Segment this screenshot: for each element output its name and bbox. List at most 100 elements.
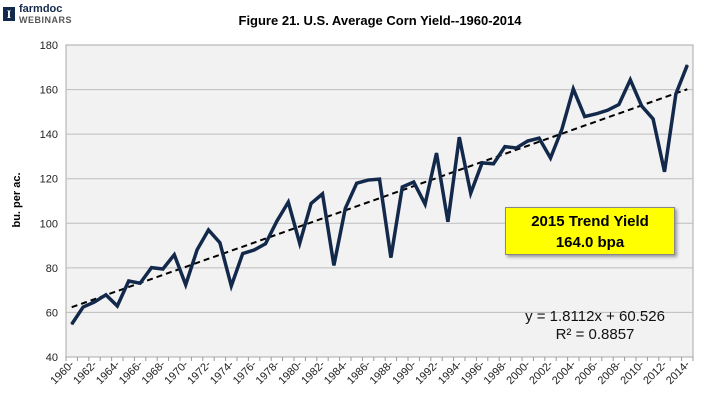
data-point: [344, 207, 346, 209]
plot-area: [65, 44, 694, 358]
data-point: [185, 284, 187, 286]
x-tick-label: 2006-: [573, 358, 602, 387]
x-tick-label: 1996-: [459, 358, 488, 387]
x-tick-label: 1966-: [117, 358, 146, 387]
data-point: [664, 171, 665, 173]
data-point: [561, 128, 563, 130]
x-tick-label: 2012-: [641, 358, 670, 387]
farmdoc-logo: I farmdoc WEBINARS: [3, 3, 72, 25]
data-point: [253, 249, 255, 251]
x-tick-label: 1986-: [345, 358, 374, 387]
data-point: [287, 201, 289, 203]
data-point: [333, 264, 335, 266]
x-tick-label: 1974-: [208, 358, 237, 387]
trendline: [71, 88, 688, 309]
x-tick-label: 2014-: [664, 358, 693, 387]
data-point: [105, 294, 107, 296]
x-tick-label: 1978-: [254, 358, 283, 387]
data-point: [94, 301, 95, 303]
x-tick-label: 1968-: [140, 358, 169, 387]
x-tick-label: 1976-: [231, 358, 260, 387]
data-point: [675, 93, 677, 95]
data-point: [379, 178, 380, 180]
data-point: [584, 116, 586, 118]
trend-equation: y = 1.8112x + 60.526 R² = 0.8857: [505, 308, 685, 344]
data-point: [493, 163, 494, 165]
chart-title: Figure 21. U.S. Average Corn Yield--1960…: [239, 13, 523, 28]
x-tick-label: 1970-: [162, 358, 191, 387]
x-tick-label: 1982-: [299, 358, 328, 387]
data-point: [618, 104, 620, 106]
data-point: [299, 242, 301, 244]
data-point: [242, 253, 244, 255]
data-point: [504, 146, 506, 148]
y-tick-label: 140: [40, 129, 58, 141]
data-point: [538, 137, 540, 139]
data-point: [607, 109, 608, 111]
y-tick-label: 160: [40, 85, 58, 97]
x-tick-label: 1964-: [94, 358, 123, 387]
data-point: [208, 229, 209, 231]
data-point: [162, 268, 164, 270]
x-tick-label: 1972-: [185, 358, 214, 387]
data-point: [481, 162, 483, 164]
data-point: [629, 79, 631, 81]
y-tick-label: 180: [40, 40, 58, 52]
data-point: [424, 203, 426, 205]
y-axis-label: bu. per ac.: [11, 172, 23, 227]
equation-text: y = 1.8112x + 60.526: [525, 308, 665, 325]
logo-text-farmdoc: farmdoc: [19, 3, 63, 15]
data-point: [219, 242, 221, 244]
y-tick-label: 40: [46, 352, 58, 364]
logo-text-webinars: WEBINARS: [19, 15, 72, 25]
x-tick-label: 1994-: [436, 358, 465, 387]
data-point: [572, 88, 574, 90]
data-point: [413, 181, 415, 183]
data-point: [367, 179, 369, 181]
x-tick-label: 1962-: [71, 358, 100, 387]
trend-yield-box: 2015 Trend Yield 164.0 bpa: [505, 207, 675, 255]
data-point: [356, 182, 358, 184]
x-tick-label: 2004-: [550, 358, 579, 387]
data-point: [230, 285, 232, 287]
data-point: [470, 192, 472, 194]
data-point: [641, 105, 643, 107]
x-tick-label: 2010-: [618, 358, 647, 387]
x-tick-label: 1988-: [368, 358, 397, 387]
data-point: [322, 193, 323, 195]
data-point: [276, 220, 278, 222]
data-point: [527, 140, 529, 142]
data-point: [196, 249, 198, 251]
y-tick-label: 100: [40, 218, 58, 230]
data-point: [550, 157, 551, 159]
data-point: [310, 202, 312, 204]
data-point: [436, 152, 437, 154]
x-tick-label: 1980-: [276, 358, 305, 387]
data-point: [652, 118, 654, 120]
data-point: [595, 113, 597, 115]
data-point: [686, 64, 688, 66]
x-tick-label: 2002-: [527, 358, 556, 387]
y-tick-label: 60: [46, 307, 58, 319]
x-tick-label: 1990-: [390, 358, 419, 387]
y-tick-label: 80: [46, 263, 58, 275]
data-point: [82, 306, 84, 308]
data-point: [151, 267, 152, 269]
data-point: [116, 305, 118, 307]
trend-yield-label: 2015 Trend Yield: [531, 213, 649, 230]
data-point: [139, 282, 141, 284]
x-tick-label: 2000-: [504, 358, 533, 387]
x-tick-label: 1998-: [482, 358, 511, 387]
data-point: [447, 221, 449, 223]
x-tick-label: 1992-: [413, 358, 442, 387]
data-point: [173, 254, 175, 256]
data-point: [515, 147, 517, 149]
data-point: [401, 186, 403, 188]
data-point: [128, 280, 130, 282]
data-point: [458, 136, 460, 138]
data-point: [265, 243, 266, 245]
r-squared-text: R² = 0.8857: [555, 326, 635, 343]
data-point: [71, 323, 73, 325]
x-tick-label: 1984-: [322, 358, 351, 387]
